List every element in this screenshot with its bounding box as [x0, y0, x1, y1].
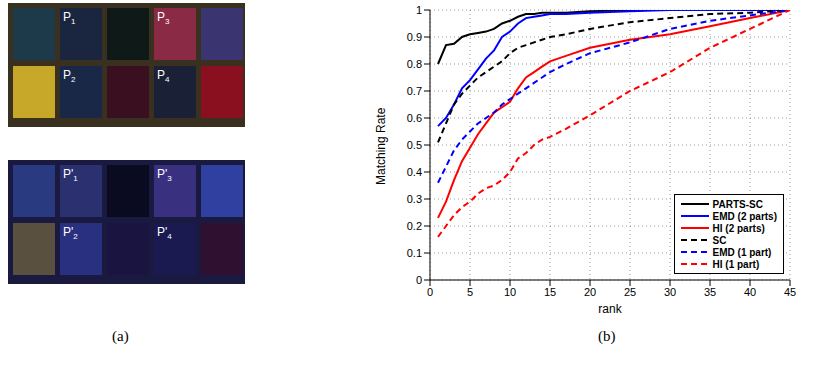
html-text:(b): (b): [598, 328, 616, 344]
svg-text:0.8: 0.8: [407, 58, 422, 70]
svg-text:0.9: 0.9: [407, 31, 422, 43]
svg-text:0: 0: [416, 274, 422, 286]
svg-text:0.2: 0.2: [407, 220, 422, 232]
svg-text:40: 40: [744, 286, 756, 298]
svg-text:0: 0: [427, 286, 433, 298]
html-text:(a): (a): [112, 328, 129, 344]
svg-text:25: 25: [624, 286, 636, 298]
html-text:P'1: P'1: [63, 167, 78, 184]
html-text:SC: SC: [712, 234, 727, 246]
svg-text:30: 30: [664, 286, 676, 298]
html-text:HI (1 part): HI (1 part): [712, 258, 760, 270]
svg-text:0.3: 0.3: [407, 193, 422, 205]
html-text:P2: P2: [63, 68, 76, 85]
svg-text:5: 5: [467, 286, 473, 298]
html-text:P'2: P'2: [63, 225, 78, 242]
svg-text:10: 10: [504, 286, 516, 298]
html-text:P1: P1: [63, 10, 76, 27]
svg-text:35: 35: [704, 286, 716, 298]
html-text:P4: P4: [157, 68, 170, 85]
html-text:EMD (1 part): EMD (1 part): [712, 246, 772, 258]
svg-text:1: 1: [416, 4, 422, 16]
svg-text:45: 45: [784, 286, 796, 298]
html-text:EMD (2 parts): EMD (2 parts): [712, 210, 777, 222]
html-text:HI (2 parts): HI (2 parts): [712, 222, 765, 234]
svg-text:0.6: 0.6: [407, 112, 422, 124]
svg-text:0.7: 0.7: [407, 85, 422, 97]
svg-text:20: 20: [584, 286, 596, 298]
svg-text:0.4: 0.4: [407, 166, 422, 178]
html-text:P'4: P'4: [157, 225, 172, 242]
html-text:P'3: P'3: [157, 167, 172, 184]
html-text:PARTS-SC: PARTS-SC: [712, 198, 763, 210]
svg-text:0.5: 0.5: [407, 139, 422, 151]
svg-text:Matching Rate: Matching Rate: [375, 107, 388, 185]
svg-text:0.1: 0.1: [407, 247, 422, 259]
svg-text:rank: rank: [598, 302, 622, 316]
svg-text:15: 15: [544, 286, 556, 298]
html-text:P3: P3: [157, 10, 170, 27]
